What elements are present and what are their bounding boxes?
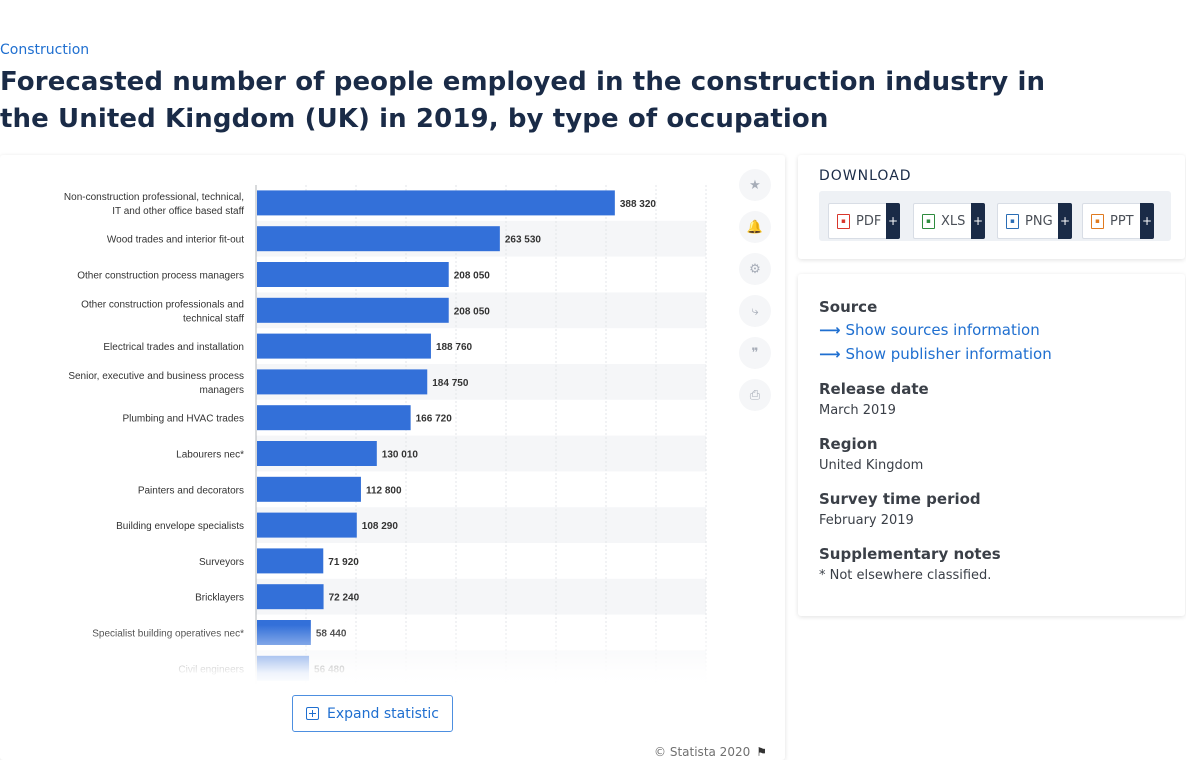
chart-toolbar: ★ 🔔 ⚙ ⤷ ❞ ⎙ bbox=[739, 169, 771, 421]
release-date-heading: Release date bbox=[819, 380, 929, 398]
copyright-text: © Statista 2020 bbox=[654, 745, 751, 759]
data-label: 166 720 bbox=[416, 414, 453, 425]
share-icon[interactable]: ⤷ bbox=[739, 295, 771, 327]
data-label: 72 240 bbox=[329, 593, 360, 604]
download-label: PPT bbox=[1110, 213, 1134, 229]
data-label: 58 440 bbox=[316, 629, 347, 640]
bar[interactable] bbox=[257, 584, 324, 610]
bar[interactable] bbox=[257, 226, 500, 252]
category-label: Specialist building operatives nec* bbox=[92, 629, 244, 640]
category-label: Electrical trades and installation bbox=[103, 342, 244, 353]
data-label: 56 480 bbox=[314, 664, 345, 675]
download-title: DOWNLOAD bbox=[819, 168, 912, 184]
png-file-icon: ▪ bbox=[1006, 213, 1019, 229]
plus-icon[interactable]: + bbox=[971, 203, 985, 239]
arrow-right-icon: ⟶ bbox=[819, 345, 841, 363]
category-label: Other construction process managers bbox=[77, 271, 244, 282]
info-card: Source ⟶ Show sources information ⟶ Show… bbox=[798, 274, 1185, 616]
download-label: PNG bbox=[1025, 213, 1053, 229]
bar[interactable] bbox=[257, 369, 428, 395]
category-label: Surveyors bbox=[199, 557, 244, 568]
category-label: Other construction professionals and tech… bbox=[81, 299, 244, 324]
xls-file-icon: ▪ bbox=[922, 213, 935, 229]
gear-icon[interactable]: ⚙ bbox=[739, 253, 771, 285]
plus-icon[interactable]: + bbox=[1058, 203, 1072, 239]
download-pdf-button[interactable]: ▪ PDF + bbox=[828, 203, 900, 239]
bar[interactable] bbox=[257, 333, 431, 359]
breadcrumb[interactable]: Construction bbox=[0, 42, 90, 58]
expand-icon bbox=[306, 707, 320, 720]
data-label: 108 290 bbox=[362, 521, 399, 532]
category-label: Civil engineers bbox=[178, 664, 244, 675]
ppt-file-icon: ▪ bbox=[1091, 213, 1104, 229]
data-label: 188 760 bbox=[436, 342, 473, 353]
release-date-value: March 2019 bbox=[819, 403, 896, 418]
quote-icon[interactable]: ❞ bbox=[739, 337, 771, 369]
source-heading: Source bbox=[819, 298, 878, 316]
bar[interactable] bbox=[257, 441, 377, 466]
bell-icon[interactable]: 🔔 bbox=[739, 211, 771, 243]
pdf-file-icon: ▪ bbox=[837, 213, 850, 229]
data-label: 112 800 bbox=[366, 485, 402, 496]
expand-statistic-button[interactable]: Expand statistic bbox=[292, 695, 453, 732]
data-label: 208 050 bbox=[454, 306, 491, 317]
plus-icon[interactable]: + bbox=[1140, 203, 1154, 239]
bar[interactable] bbox=[257, 476, 361, 502]
bar[interactable] bbox=[257, 297, 449, 323]
show-publisher-label: Show publisher information bbox=[845, 345, 1052, 363]
bar[interactable] bbox=[257, 620, 311, 645]
row-band bbox=[256, 578, 706, 615]
show-sources-link[interactable]: ⟶ Show sources information bbox=[819, 321, 1040, 339]
category-label: Non-construction professional, technical… bbox=[64, 192, 244, 217]
show-sources-label: Show sources information bbox=[845, 321, 1040, 339]
category-label: Senior, executive and business process ma… bbox=[68, 371, 244, 396]
download-label: XLS bbox=[941, 213, 966, 229]
copyright: © Statista 2020 ⚑ bbox=[654, 745, 767, 759]
region-value: United Kingdom bbox=[819, 458, 924, 473]
bar[interactable] bbox=[257, 262, 449, 287]
bar-chart: 388 320 Non-construction professional, te… bbox=[64, 185, 707, 685]
category-label: Bricklayers bbox=[195, 593, 244, 604]
arrow-right-icon: ⟶ bbox=[819, 321, 841, 339]
data-label: 184 750 bbox=[432, 378, 469, 389]
survey-period-value: February 2019 bbox=[819, 513, 914, 528]
download-card: DOWNLOAD ▪ PDF + ▪ XLS + ▪ PNG + ▪ PPT + bbox=[798, 155, 1185, 259]
bar[interactable] bbox=[257, 512, 357, 538]
category-label: Wood trades and interior fit-out bbox=[107, 235, 244, 246]
expand-label: Expand statistic bbox=[327, 705, 439, 722]
survey-period-heading: Survey time period bbox=[819, 490, 981, 508]
show-publisher-link[interactable]: ⟶ Show publisher information bbox=[819, 345, 1052, 363]
category-label: Painters and decorators bbox=[138, 485, 244, 496]
category-label: Labourers nec* bbox=[176, 450, 244, 461]
supplementary-notes-value: * Not elsewhere classified. bbox=[819, 568, 992, 583]
category-label: Plumbing and HVAC trades bbox=[122, 414, 244, 425]
data-label: 130 010 bbox=[382, 450, 419, 461]
star-icon[interactable]: ★ bbox=[739, 169, 771, 201]
flag-icon[interactable]: ⚑ bbox=[756, 745, 767, 759]
page-title: Forecasted number of people employed in … bbox=[0, 67, 1046, 134]
chart-card: 388 320 Non-construction professional, te… bbox=[0, 155, 785, 760]
plus-icon[interactable]: + bbox=[886, 203, 900, 239]
data-label: 263 530 bbox=[505, 235, 542, 246]
download-label: PDF bbox=[856, 213, 882, 229]
print-icon[interactable]: ⎙ bbox=[739, 379, 771, 411]
download-xls-button[interactable]: ▪ XLS + bbox=[913, 203, 985, 239]
bar[interactable] bbox=[257, 190, 615, 216]
category-label: Building envelope specialists bbox=[116, 521, 244, 532]
download-png-button[interactable]: ▪ PNG + bbox=[997, 203, 1072, 239]
bar[interactable] bbox=[257, 655, 310, 681]
download-ppt-button[interactable]: ▪ PPT + bbox=[1082, 203, 1154, 239]
bar[interactable] bbox=[257, 548, 324, 574]
data-label: 71 920 bbox=[328, 557, 359, 568]
data-label: 208 050 bbox=[454, 271, 491, 282]
region-heading: Region bbox=[819, 435, 878, 453]
supplementary-notes-heading: Supplementary notes bbox=[819, 545, 1001, 563]
download-bar: ▪ PDF + ▪ XLS + ▪ PNG + ▪ PPT + bbox=[819, 191, 1171, 241]
bar[interactable] bbox=[257, 405, 411, 431]
data-label: 388 320 bbox=[620, 199, 657, 210]
